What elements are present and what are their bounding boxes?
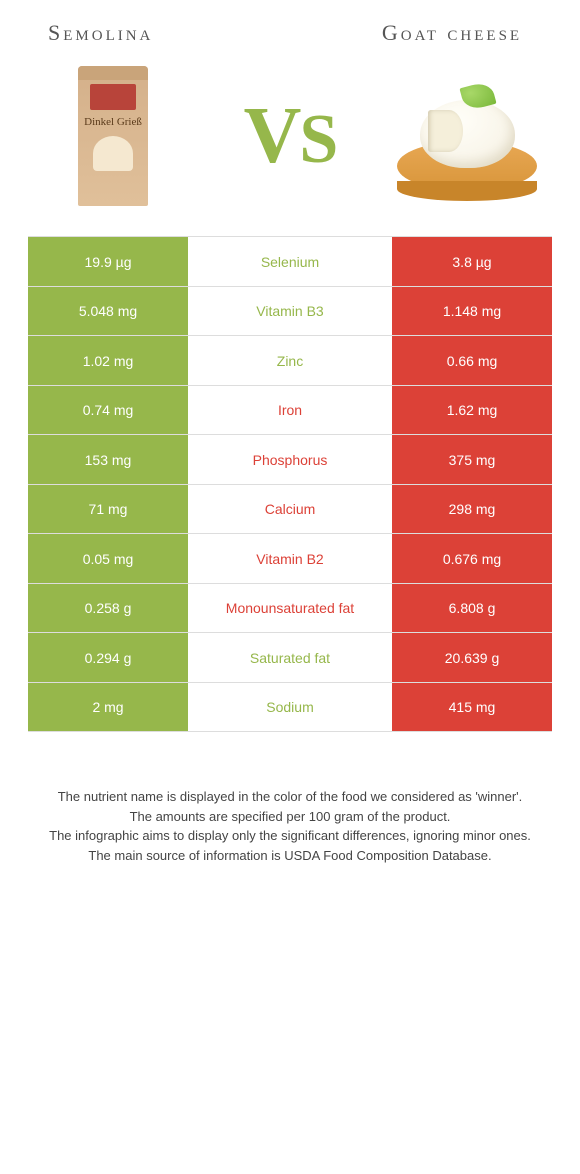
right-value-cell: 6.808 g [392,584,552,633]
cheese-icon [420,100,515,168]
right-value-cell: 415 mg [392,683,552,732]
package-text: Dinkel Grieß [84,116,142,128]
nutrient-name-cell: Sodium [188,683,392,732]
right-value-cell: 3.8 µg [392,237,552,286]
right-food-image [392,61,542,211]
left-value-cell: 2 mg [28,683,188,732]
left-value-cell: 5.048 mg [28,287,188,336]
hero-row: Dinkel Grieß vs [28,61,552,211]
package-window [93,136,133,171]
nutrient-name-cell: Monounsaturated fat [188,584,392,633]
right-value-cell: 20.639 g [392,633,552,682]
right-value-cell: 1.148 mg [392,287,552,336]
nutrient-name-cell: Iron [188,386,392,435]
nutrient-name-cell: Vitamin B2 [188,534,392,583]
vs-label: vs [244,91,337,182]
table-row: 19.9 µgSelenium3.8 µg [28,237,552,287]
package-brand-label [90,84,136,110]
nutrient-name-cell: Vitamin B3 [188,287,392,336]
table-row: 5.048 mgVitamin B31.148 mg [28,287,552,337]
table-row: 2 mgSodium415 mg [28,683,552,733]
footer-line-3: The infographic aims to display only the… [38,826,542,846]
table-row: 153 mgPhosphorus375 mg [28,435,552,485]
semolina-package-icon: Dinkel Grieß [78,66,148,206]
title-right: Goat cheese [352,20,552,46]
table-row: 0.74 mgIron1.62 mg [28,386,552,436]
footer-line-4: The main source of information is USDA F… [38,846,542,866]
left-value-cell: 0.294 g [28,633,188,682]
nutrient-name-cell: Zinc [188,336,392,385]
right-value-cell: 1.62 mg [392,386,552,435]
nutrient-name-cell: Saturated fat [188,633,392,682]
left-value-cell: 0.258 g [28,584,188,633]
right-value-cell: 298 mg [392,485,552,534]
goat-cheese-icon [392,66,542,206]
table-row: 0.258 gMonounsaturated fat6.808 g [28,584,552,634]
left-food-image: Dinkel Grieß [38,61,188,211]
right-value-cell: 0.676 mg [392,534,552,583]
left-value-cell: 0.05 mg [28,534,188,583]
header: Semolina Goat cheese [28,20,552,46]
table-row: 1.02 mgZinc0.66 mg [28,336,552,386]
table-row: 0.05 mgVitamin B20.676 mg [28,534,552,584]
left-value-cell: 0.74 mg [28,386,188,435]
title-left: Semolina [28,20,228,46]
table-row: 0.294 gSaturated fat20.639 g [28,633,552,683]
infographic-container: Semolina Goat cheese Dinkel Grieß vs 19.… [0,0,580,885]
nutrient-name-cell: Phosphorus [188,435,392,484]
left-value-cell: 19.9 µg [28,237,188,286]
left-value-cell: 71 mg [28,485,188,534]
table-row: 71 mgCalcium298 mg [28,485,552,535]
footer-line-1: The nutrient name is displayed in the co… [38,787,542,807]
left-value-cell: 1.02 mg [28,336,188,385]
footer-line-2: The amounts are specified per 100 gram o… [38,807,542,827]
right-value-cell: 375 mg [392,435,552,484]
nutrient-table: 19.9 µgSelenium3.8 µg5.048 mgVitamin B31… [28,236,552,732]
left-value-cell: 153 mg [28,435,188,484]
footer-notes: The nutrient name is displayed in the co… [28,787,552,865]
right-value-cell: 0.66 mg [392,336,552,385]
nutrient-name-cell: Calcium [188,485,392,534]
nutrient-name-cell: Selenium [188,237,392,286]
